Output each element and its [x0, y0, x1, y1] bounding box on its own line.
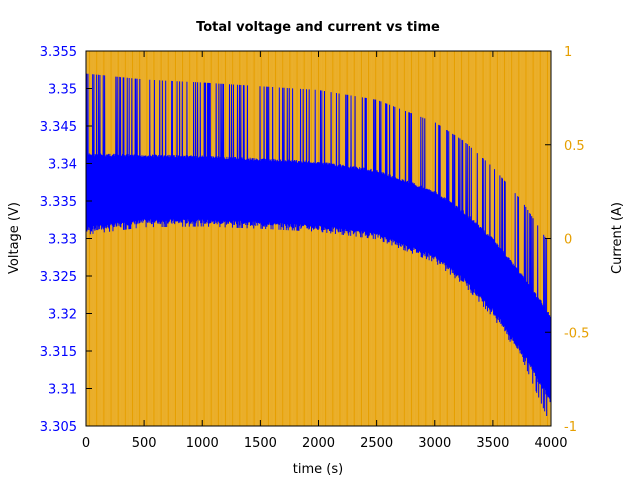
- y-left-tick-label: 3.32: [48, 308, 77, 323]
- x-tick-label: 2000: [302, 436, 335, 451]
- y-left-tick-label: 3.325: [40, 270, 77, 285]
- y-right-tick-label: 1: [564, 45, 572, 60]
- x-tick-label: 2500: [360, 436, 393, 451]
- x-axis: 0 500 1000 1500 2000 2500 3000 3500 4000: [82, 51, 568, 451]
- y-axis-right: -1 -0.5 0 0.5 1: [545, 45, 589, 435]
- voltage-series: [86, 73, 551, 416]
- chart-title: Total voltage and current vs time: [196, 20, 440, 35]
- y-left-tick-label: 3.315: [40, 345, 77, 360]
- y-axis-right-label: Current (A): [610, 202, 625, 274]
- y-axis-left: 3.305 3.31 3.315 3.32 3.325 3.33 3.335 3.34 3.34…: [40, 45, 92, 435]
- x-tick-label: 1500: [244, 436, 277, 451]
- y-left-tick-label: 3.34: [48, 158, 77, 173]
- y-left-tick-label: 3.355: [40, 45, 77, 60]
- x-tick-label: 500: [132, 436, 157, 451]
- y-right-tick-label: -1: [564, 420, 577, 435]
- y-left-tick-label: 3.335: [40, 195, 77, 210]
- y-left-tick-label: 3.345: [40, 120, 77, 135]
- y-left-tick-label: 3.31: [48, 383, 77, 398]
- voltage-line: [86, 73, 551, 416]
- x-tick-label: 1000: [186, 436, 219, 451]
- x-tick-label: 3000: [418, 436, 451, 451]
- y-right-tick-label: 0: [564, 233, 572, 248]
- x-axis-label: time (s): [293, 462, 343, 477]
- y-axis-left-label: Voltage (V): [7, 202, 22, 274]
- x-tick-label: 4000: [534, 436, 567, 451]
- y-right-tick-label: -0.5: [564, 326, 589, 341]
- y-left-tick-label: 3.33: [48, 233, 77, 248]
- x-tick-label: 3500: [476, 436, 509, 451]
- y-left-tick-label: 3.305: [40, 420, 77, 435]
- x-tick-label: 0: [82, 436, 90, 451]
- y-right-tick-label: 0.5: [564, 139, 585, 154]
- y-left-tick-label: 3.35: [48, 83, 77, 98]
